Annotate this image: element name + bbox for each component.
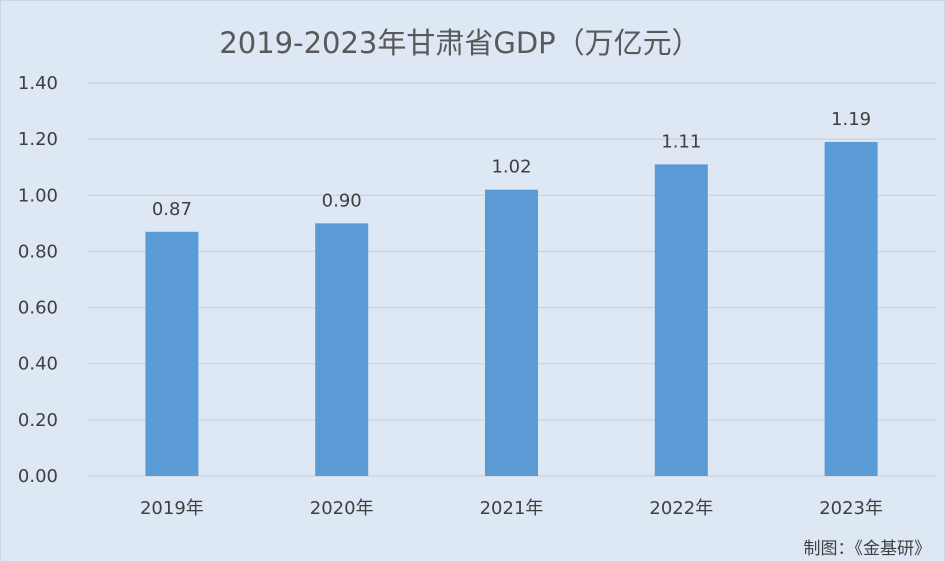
y-tick-label: 0.00 (18, 466, 58, 487)
y-tick-label: 0.20 (18, 410, 58, 431)
y-tick-label: 0.80 (18, 241, 58, 262)
y-axis-tick-labels: 0.00 0.20 0.40 0.60 0.80 1.00 1.20 1.40 (18, 73, 58, 487)
chart-title: 2019-2023年甘肃省GDP（万亿元） (219, 26, 700, 60)
bar (485, 189, 538, 476)
bar (315, 223, 369, 476)
x-category-label: 2022年 (649, 498, 713, 519)
y-tick-label: 1.40 (18, 73, 58, 94)
data-label: 1.19 (831, 109, 871, 130)
data-label: 0.87 (152, 199, 192, 220)
data-label: 1.11 (661, 131, 701, 152)
x-axis-category-labels: 2019年 2020年 2021年 2022年 2023年 (140, 498, 883, 519)
bar (654, 164, 708, 476)
x-category-label: 2020年 (310, 498, 374, 519)
y-tick-label: 1.20 (18, 129, 58, 150)
y-tick-label: 1.00 (18, 185, 58, 206)
data-label: 1.02 (491, 157, 531, 178)
bar (824, 141, 878, 476)
source-note: 制图：《金基研》 (804, 539, 932, 559)
bars (145, 141, 878, 476)
data-label: 0.90 (322, 190, 362, 211)
x-category-label: 2021年 (480, 498, 544, 519)
x-category-label: 2019年 (140, 498, 204, 519)
y-tick-label: 0.60 (18, 298, 58, 319)
data-labels: 0.87 0.90 1.02 1.11 1.19 (152, 109, 871, 220)
x-category-label: 2023年 (819, 498, 883, 519)
y-tick-label: 0.40 (18, 354, 58, 375)
bar (145, 231, 199, 476)
